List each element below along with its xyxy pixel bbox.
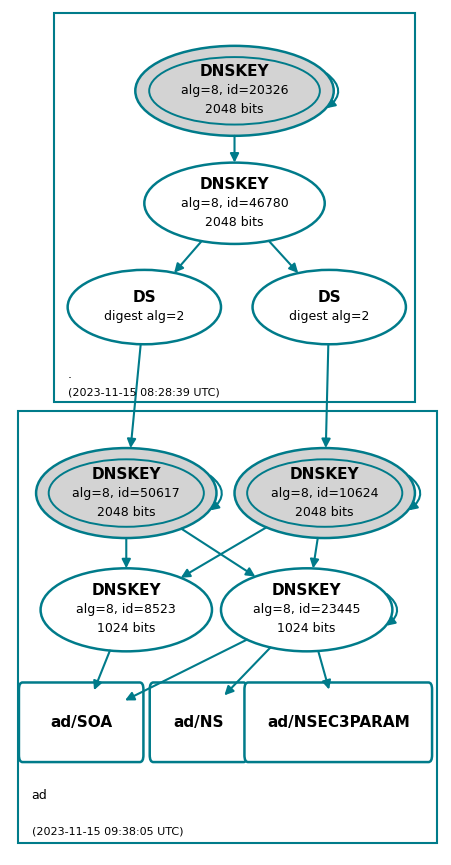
Ellipse shape <box>36 448 216 538</box>
Text: ad/NS: ad/NS <box>173 714 224 730</box>
Text: (2023-11-15 08:28:39 UTC): (2023-11-15 08:28:39 UTC) <box>68 388 219 398</box>
Ellipse shape <box>68 270 221 344</box>
Text: digest alg=2: digest alg=2 <box>104 310 184 324</box>
Text: ad: ad <box>32 789 47 802</box>
Text: DNSKEY: DNSKEY <box>200 176 269 192</box>
Text: 1024 bits: 1024 bits <box>277 622 336 636</box>
Ellipse shape <box>135 46 334 136</box>
Text: ad/SOA: ad/SOA <box>50 714 112 730</box>
FancyArrowPatch shape <box>210 476 222 509</box>
Text: DNSKEY: DNSKEY <box>272 583 341 599</box>
Text: DNSKEY: DNSKEY <box>290 466 359 482</box>
Text: alg=8, id=23445: alg=8, id=23445 <box>253 603 360 617</box>
FancyArrowPatch shape <box>387 594 397 625</box>
FancyArrowPatch shape <box>409 476 420 509</box>
Text: 2048 bits: 2048 bits <box>97 505 156 519</box>
Text: DNSKEY: DNSKEY <box>92 466 161 482</box>
Text: alg=8, id=20326: alg=8, id=20326 <box>181 84 288 98</box>
Ellipse shape <box>235 448 415 538</box>
Ellipse shape <box>253 270 406 344</box>
Ellipse shape <box>41 568 212 651</box>
Ellipse shape <box>149 57 320 125</box>
Text: DNSKEY: DNSKEY <box>200 64 269 80</box>
Ellipse shape <box>144 163 325 244</box>
Text: alg=8, id=50617: alg=8, id=50617 <box>73 486 180 500</box>
Text: DS: DS <box>318 290 341 305</box>
Ellipse shape <box>247 459 402 527</box>
Ellipse shape <box>221 568 392 651</box>
Text: 2048 bits: 2048 bits <box>295 505 354 519</box>
Text: 2048 bits: 2048 bits <box>205 215 264 229</box>
Text: 1024 bits: 1024 bits <box>97 622 156 636</box>
Text: digest alg=2: digest alg=2 <box>289 310 369 324</box>
FancyBboxPatch shape <box>19 682 143 762</box>
Text: 2048 bits: 2048 bits <box>205 103 264 117</box>
Text: alg=8, id=8523: alg=8, id=8523 <box>76 603 176 617</box>
FancyBboxPatch shape <box>18 411 437 843</box>
Text: alg=8, id=10624: alg=8, id=10624 <box>271 486 378 500</box>
FancyArrowPatch shape <box>327 74 338 106</box>
Text: (2023-11-15 09:38:05 UTC): (2023-11-15 09:38:05 UTC) <box>32 826 183 836</box>
Text: .: . <box>68 368 72 381</box>
Text: DNSKEY: DNSKEY <box>92 583 161 599</box>
Text: alg=8, id=46780: alg=8, id=46780 <box>181 196 288 210</box>
Ellipse shape <box>49 459 204 527</box>
FancyBboxPatch shape <box>244 682 432 762</box>
FancyBboxPatch shape <box>54 13 415 402</box>
FancyBboxPatch shape <box>150 682 247 762</box>
Text: ad/NSEC3PARAM: ad/NSEC3PARAM <box>267 714 410 730</box>
Text: DS: DS <box>133 290 156 305</box>
